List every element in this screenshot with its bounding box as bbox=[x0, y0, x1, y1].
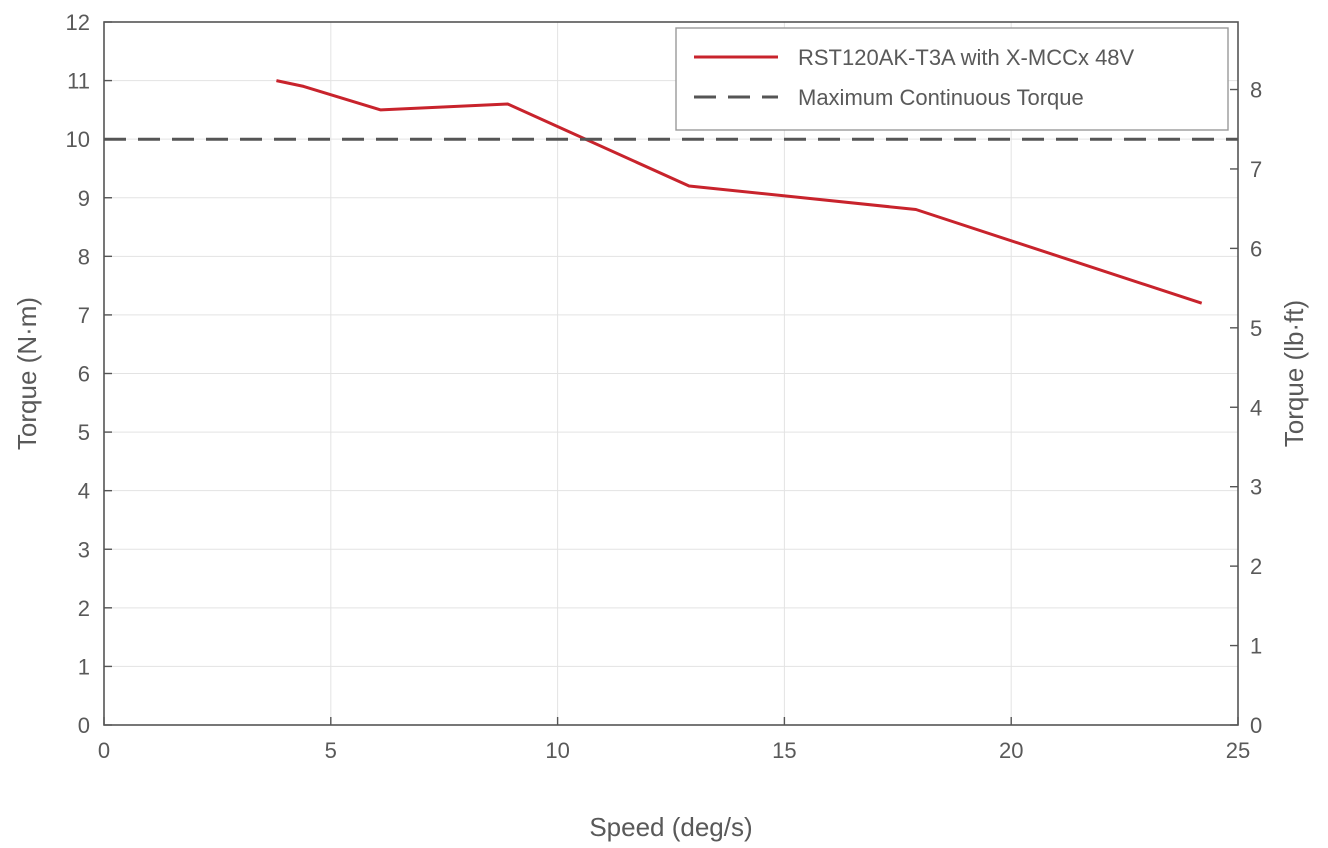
y-tick-label: 9 bbox=[78, 186, 90, 211]
y2-tick-label: 0 bbox=[1250, 713, 1262, 738]
legend-box bbox=[675, 27, 1229, 131]
x-tick-label: 25 bbox=[1226, 738, 1250, 763]
y-tick-label: 10 bbox=[66, 127, 90, 152]
y2-tick-label: 5 bbox=[1250, 316, 1262, 341]
y-tick-label: 7 bbox=[78, 303, 90, 328]
y2-tick-label: 7 bbox=[1250, 157, 1262, 182]
y-tick-label: 1 bbox=[78, 654, 90, 679]
legend: RST120AK-T3A with X-MCCx 48V Maximum Con… bbox=[675, 27, 1229, 131]
y2-axis-title: Torque (lb·ft) bbox=[1279, 300, 1309, 447]
y2-tick-label: 4 bbox=[1250, 395, 1262, 420]
y2-tick-label: 2 bbox=[1250, 554, 1262, 579]
y-tick-label: 6 bbox=[78, 362, 90, 387]
y2-tick-label: 8 bbox=[1250, 78, 1262, 103]
y-tick-label: 8 bbox=[78, 244, 90, 269]
x-tick-label: 20 bbox=[999, 738, 1023, 763]
y-tick-label: 2 bbox=[78, 596, 90, 621]
legend-label-rst120ak: RST120AK-T3A with X-MCCx 48V bbox=[798, 45, 1135, 70]
series-line-rst120ak bbox=[276, 79, 1203, 305]
y-tick-label: 5 bbox=[78, 420, 90, 445]
x-axis: 0 5 10 15 20 25 bbox=[98, 717, 1250, 763]
y-tick-label: 4 bbox=[78, 479, 90, 504]
y2-tick-label: 1 bbox=[1250, 634, 1262, 659]
y-axis-title: Torque (N·m) bbox=[12, 297, 42, 450]
x-tick-label: 10 bbox=[545, 738, 569, 763]
x-tick-label: 5 bbox=[325, 738, 337, 763]
y2-tick-label: 3 bbox=[1250, 475, 1262, 500]
x-tick-label: 15 bbox=[772, 738, 796, 763]
legend-label-max-continuous: Maximum Continuous Torque bbox=[798, 85, 1084, 110]
y-tick-label: 0 bbox=[78, 713, 90, 738]
series-layer bbox=[104, 79, 1238, 305]
y-tick-label: 11 bbox=[67, 69, 90, 94]
y-tick-label: 12 bbox=[66, 10, 90, 35]
y-axis-right: 0 1 2 3 4 5 6 7 8 bbox=[1230, 78, 1262, 738]
x-axis-title: Speed (deg/s) bbox=[589, 812, 752, 842]
x-tick-label: 0 bbox=[98, 738, 110, 763]
y2-tick-label: 6 bbox=[1250, 236, 1262, 261]
y-tick-label: 3 bbox=[78, 537, 90, 562]
